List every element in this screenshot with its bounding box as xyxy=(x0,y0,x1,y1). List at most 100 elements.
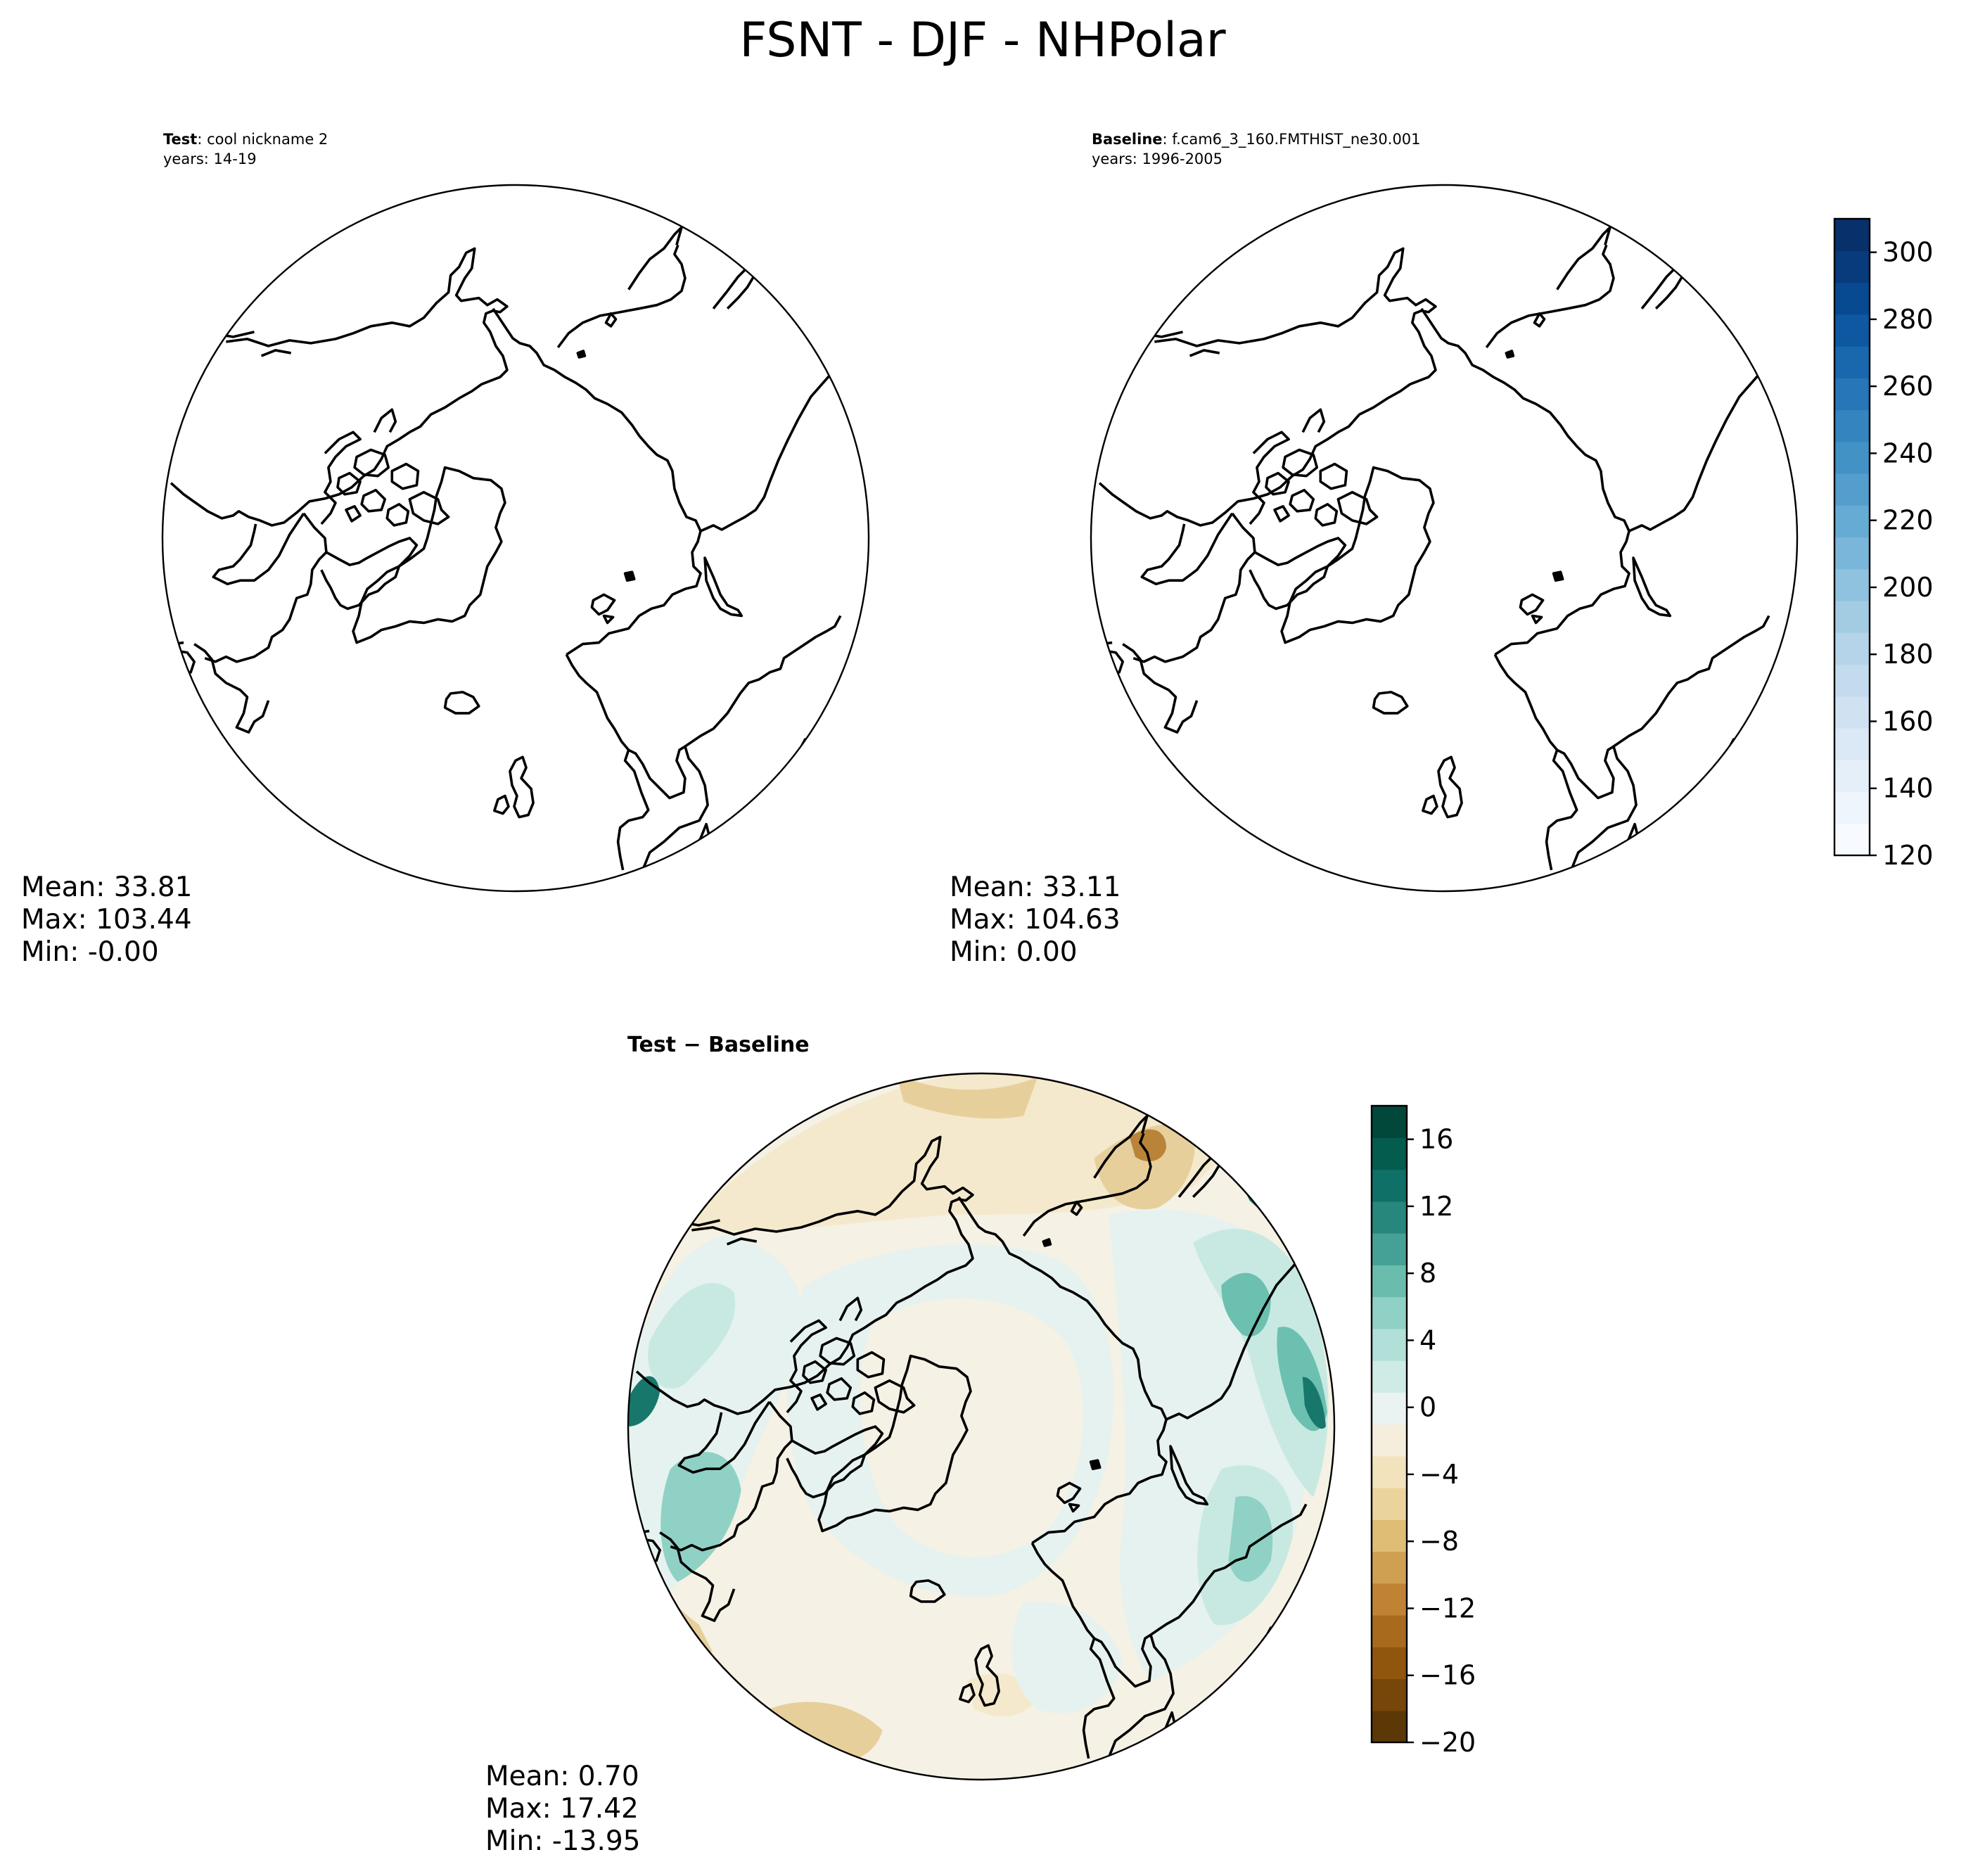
colorbar-blues-segment xyxy=(1834,378,1870,411)
colorbar-diff-tick-label: −20 xyxy=(1419,1727,1476,1758)
diff-min: Min: -13.95 xyxy=(485,1825,640,1857)
colorbar-blues: 120 140 160 180 200 220 240 260 280 300 xyxy=(1833,217,1934,871)
colorbar-blues-segment xyxy=(1834,568,1870,601)
test-max: Max: 103.44 xyxy=(21,904,192,936)
colorbar-blues-segment xyxy=(1834,505,1870,538)
colorbar-blues-segment xyxy=(1834,537,1870,570)
test-mean: Mean: 33.81 xyxy=(21,872,192,903)
colorbar-blues-segment xyxy=(1834,219,1870,251)
test-min: Min: -0.00 xyxy=(21,936,159,968)
colorbar-diff-segment xyxy=(1372,1424,1407,1457)
test-map-boundary xyxy=(161,184,870,893)
baseline-max: Max: 104.63 xyxy=(950,904,1121,936)
figure-title: FSNT - DJF - NHPolar xyxy=(739,13,1225,68)
diff-near-zero-arctic xyxy=(860,1298,1084,1557)
colorbar-blues-segment xyxy=(1834,282,1870,315)
test-panel: Test: cool nickname 2 years: 14-19 Mean:… xyxy=(21,131,870,968)
baseline-panel-label: Baseline: f.cam6_3_160.FMTHIST_ne30.001 xyxy=(1092,131,1421,148)
baseline-label-rest: : f.cam6_3_160.FMTHIST_ne30.001 xyxy=(1163,131,1421,148)
colorbar-diff-tick-label: −4 xyxy=(1419,1459,1459,1490)
colorbar-diff-segment xyxy=(1372,1455,1407,1488)
colorbar-blues-segment xyxy=(1834,314,1870,347)
colorbar-diff-segment xyxy=(1372,1201,1407,1234)
colorbar-blues-tick-label: 140 xyxy=(1882,773,1934,804)
colorbar-diff-tick-label: 12 xyxy=(1419,1191,1453,1222)
baseline-panel: Baseline: f.cam6_3_160.FMTHIST_ne30.001 … xyxy=(950,131,1799,968)
colorbar-blues-segment xyxy=(1834,441,1870,474)
colorbar-diff-tick-label: 8 xyxy=(1419,1258,1436,1289)
colorbar-diff-tick-label: 0 xyxy=(1419,1392,1436,1423)
colorbar-blues-tick-label: 200 xyxy=(1882,572,1934,603)
test-label-rest: : cool nickname 2 xyxy=(197,131,328,148)
colorbar-diff-tick-label: −8 xyxy=(1419,1526,1459,1557)
diff-mean: Mean: 0.70 xyxy=(485,1761,639,1792)
diff-pos-moderate-west xyxy=(648,1282,736,1389)
baseline-years: years: 1996-2005 xyxy=(1092,151,1223,167)
colorbar-diff-segment xyxy=(1372,1551,1407,1584)
colorbar-blues-segment xyxy=(1834,409,1870,442)
diff-field xyxy=(628,1073,1334,1780)
colorbar-diff-segment xyxy=(1372,1265,1407,1298)
colorbar-diff-segment xyxy=(1372,1360,1407,1393)
colorbar-diff-segment xyxy=(1372,1710,1407,1743)
baseline-label-bold: Baseline xyxy=(1092,131,1163,148)
colorbar-blues-segment xyxy=(1834,760,1870,793)
colorbar-blues-frame xyxy=(1833,217,1871,857)
test-map-disc xyxy=(162,185,869,892)
colorbar-blues-tick-label: 180 xyxy=(1882,639,1934,670)
colorbar-diff-segment xyxy=(1372,1169,1407,1202)
colorbar-diff-segment xyxy=(1372,1519,1407,1552)
colorbar-diff: −20 −16 −12 −8 −4 0 4 8 12 16 xyxy=(1370,1104,1476,1758)
colorbar-blues-segment xyxy=(1834,601,1870,633)
test-panel-label: Test: cool nickname 2 xyxy=(163,131,328,148)
diff-pos-strong-west xyxy=(628,1376,660,1427)
test-label-bold: Test xyxy=(163,131,197,148)
diff-neg-strong-northeast xyxy=(1129,1129,1167,1161)
colorbar-blues-segment xyxy=(1834,632,1870,665)
diff-max: Max: 17.42 xyxy=(485,1793,639,1825)
colorbar-diff-segment xyxy=(1372,1678,1407,1711)
diff-neg-region-north-2 xyxy=(896,1073,1038,1119)
colorbar-blues-segment xyxy=(1834,346,1870,378)
colorbar-blues-tick-label: 280 xyxy=(1882,304,1934,335)
colorbar-diff-tick-label: 16 xyxy=(1419,1124,1453,1155)
colorbar-blues-segment xyxy=(1834,250,1870,283)
baseline-map-disc xyxy=(1091,185,1797,892)
colorbar-diff-segment xyxy=(1372,1647,1407,1680)
colorbar-blues-segment xyxy=(1834,728,1870,760)
colorbar-diff-tick-label: −16 xyxy=(1419,1660,1476,1691)
colorbar-blues-tick-label: 240 xyxy=(1882,438,1934,468)
colorbar-diff-segment xyxy=(1372,1233,1407,1265)
colorbar-diff-segment xyxy=(1372,1583,1407,1616)
colorbar-blues-segment xyxy=(1834,696,1870,729)
colorbar-blues-tick-label: 220 xyxy=(1882,505,1934,536)
colorbar-diff-segment xyxy=(1372,1615,1407,1647)
baseline-map-boundary xyxy=(1090,184,1799,893)
colorbar-diff-tick-label: −12 xyxy=(1419,1593,1476,1623)
diff-pos-slight-south xyxy=(1011,1602,1123,1714)
colorbar-diff-segment xyxy=(1372,1488,1407,1520)
diff-panel: Test − Baseline xyxy=(485,1033,1336,1857)
colorbar-diff-segment xyxy=(1372,1137,1407,1170)
baseline-mean: Mean: 33.11 xyxy=(950,872,1121,903)
colorbar-diff-frame xyxy=(1370,1104,1408,1744)
colorbar-blues-segment xyxy=(1834,473,1870,506)
colorbar-blues-tick-label: 120 xyxy=(1882,840,1934,871)
colorbar-diff-segment xyxy=(1372,1328,1407,1361)
colorbar-blues-tick-label: 300 xyxy=(1882,237,1934,268)
colorbar-blues-tick-label: 160 xyxy=(1882,706,1934,736)
baseline-min: Min: 0.00 xyxy=(950,936,1078,968)
colorbar-blues-segment xyxy=(1834,823,1870,856)
colorbar-diff-segment xyxy=(1372,1392,1407,1425)
colorbar-diff-segment xyxy=(1372,1296,1407,1329)
colorbar-blues-segment xyxy=(1834,791,1870,824)
diff-title: Test − Baseline xyxy=(627,1033,810,1057)
test-years: years: 14-19 xyxy=(163,151,257,167)
colorbar-diff-segment xyxy=(1372,1106,1407,1138)
colorbar-diff-tick-label: 4 xyxy=(1419,1325,1436,1355)
diff-pos-vstrong-east xyxy=(1302,1377,1326,1429)
diff-map-boundary xyxy=(627,1072,1336,1781)
colorbar-blues-tick-label: 260 xyxy=(1882,371,1934,402)
colorbar-blues-segment xyxy=(1834,664,1870,697)
